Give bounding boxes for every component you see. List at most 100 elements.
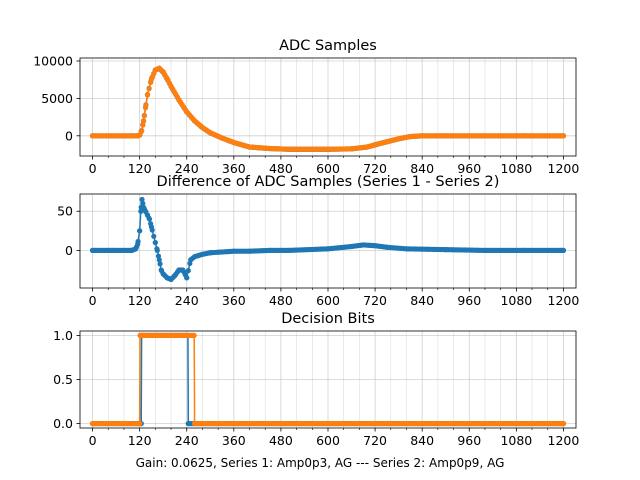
diff-series-1-point <box>158 267 164 273</box>
bits-x-tick-label: 480 <box>269 433 293 448</box>
adc-series-2-point <box>246 144 253 150</box>
adc-series-2-point <box>521 133 527 139</box>
adc-series-2-point <box>372 142 378 148</box>
diff-series-1-point <box>138 208 144 214</box>
adc-series-2-point <box>89 133 96 139</box>
bits-x-tick-label: 1200 <box>548 433 580 448</box>
adc-series-2-point <box>160 69 166 75</box>
diff-series-1-point <box>184 275 190 281</box>
adc-x-tick-label: 840 <box>410 161 434 176</box>
bits-y-tick-label: 1.0 <box>53 328 73 343</box>
diff-series-1-point <box>521 247 527 253</box>
adc-samples-chart: 0 120 240 360 480 600 720 840 960 1080 1200 0 5000 10… <box>33 38 579 176</box>
adc-series-2-point <box>146 86 152 92</box>
bits-y-tick-label: 0.0 <box>53 416 73 431</box>
diff-series-1-point <box>89 247 96 253</box>
bits-x-tick-label: 0 <box>89 433 97 448</box>
diff-series-1-point <box>185 268 191 274</box>
adc-series-2-point <box>407 133 414 140</box>
adc-x-tick-label: 1080 <box>500 161 532 176</box>
adc-x-tick-label: 120 <box>128 161 152 176</box>
diff-series-1-point <box>360 242 366 248</box>
adc-series-2-point <box>286 146 292 152</box>
adc-x-tick-label: 960 <box>457 161 481 176</box>
bits-x-tick-label: 360 <box>222 433 246 448</box>
figure-footer: Gain: 0.0625, Series 1: Amp0p3, AG --- S… <box>136 456 505 470</box>
diff-series-1-point <box>246 248 253 254</box>
diff-x-tick-label: 240 <box>175 293 199 308</box>
adc-series-2-point <box>164 75 170 82</box>
diff-series-1-point <box>144 212 151 218</box>
diff-x-tick-label: 960 <box>457 293 481 308</box>
adc-series-2-point <box>137 132 143 138</box>
diff-series-1-point <box>560 247 567 253</box>
diff-x-tick-label: 120 <box>128 293 152 308</box>
bits-x-tick-label: 720 <box>363 433 387 448</box>
diff-series-1-point <box>180 267 186 273</box>
diff-series-1-point <box>157 261 163 267</box>
diff-axes-frame <box>79 193 577 289</box>
diff-series-1-point <box>325 246 331 252</box>
adc-series-2-point <box>140 122 146 128</box>
adc-series-2-point <box>152 67 158 73</box>
bits-series-2-point <box>89 420 96 427</box>
bits-x-tick-label: 1080 <box>500 433 532 448</box>
bits-axes-frame <box>79 330 577 429</box>
adc-x-tick-label: 600 <box>316 161 340 176</box>
diff-x-tick-label: 600 <box>316 293 340 308</box>
diff-y-tick-label: 50 <box>57 204 73 219</box>
adc-x-tick-label: 1200 <box>548 161 580 176</box>
adc-x-tick-label: 480 <box>269 161 293 176</box>
diff-series-1-point <box>135 241 141 247</box>
adc-series-2-point <box>191 118 198 124</box>
diff-series-1-point <box>188 257 194 263</box>
adc-series-2-point <box>140 118 147 124</box>
diff-series-1-point <box>151 233 157 239</box>
adc-y-tick-label: 10000 <box>33 53 73 68</box>
bits-series-2-point <box>137 420 143 427</box>
bits-series-1-point <box>185 420 191 427</box>
bits-x-tick-label: 120 <box>128 433 152 448</box>
adc-series-2-point <box>419 133 425 139</box>
diff-series-1-point <box>140 204 147 210</box>
diff-series-1-point <box>133 246 139 252</box>
diff-series-1-point <box>207 250 213 256</box>
decision-bits-chart: 0 120 240 360 480 600 720 840 960 1080 1200 0.0 0.5 1… <box>53 311 579 448</box>
adc-series-2-point <box>129 133 135 139</box>
diff-series-1-point <box>142 208 149 214</box>
diff-y-tick-label: 0 <box>65 243 73 258</box>
diff-series-1-point <box>231 248 237 254</box>
diff-series-1-point <box>403 246 410 252</box>
diff-series-1-point <box>191 254 198 260</box>
bits-series-2-point <box>191 332 197 339</box>
diff-series-1-point <box>482 247 488 253</box>
diff-series-1-point <box>443 247 449 253</box>
diff-series-1-point <box>168 276 174 282</box>
adc-series-2-point <box>141 113 147 119</box>
adc-x-tick-label: 360 <box>222 161 246 176</box>
adc-series-2-point <box>139 128 145 134</box>
diff-series-1-point <box>348 243 355 250</box>
diff-series-1-point <box>129 247 135 253</box>
adc-series-2-point <box>325 146 331 152</box>
adc-series-2-point <box>148 76 155 82</box>
diff-series-1-point <box>219 249 225 255</box>
diff-x-tick-label: 720 <box>363 293 387 308</box>
adc-x-tick-label: 0 <box>89 161 97 176</box>
diff-series-1-point <box>199 251 206 257</box>
adc-x-tick-label: 720 <box>363 161 387 176</box>
adc-series-2-point <box>231 139 237 146</box>
difference-chart: 0 120 240 360 480 600 720 840 960 1080 1200 0 50 Diff… <box>57 174 579 308</box>
adc-y-tick-label: 0 <box>65 128 73 143</box>
bits-x-tick-label: 960 <box>457 433 481 448</box>
diff-series-1-point <box>137 228 143 234</box>
bits-series-2-point <box>191 420 198 427</box>
adc-series-2-point <box>384 139 390 145</box>
diff-x-tick-label: 1080 <box>500 293 532 308</box>
diff-series-1-point <box>372 243 378 249</box>
adc-series-2-point <box>443 133 449 139</box>
diff-series-1-point <box>172 272 178 279</box>
diff-x-tick-label: 480 <box>269 293 293 308</box>
adc-series-2-point <box>144 92 151 98</box>
bits-y-tick-label: 0.5 <box>53 372 73 387</box>
